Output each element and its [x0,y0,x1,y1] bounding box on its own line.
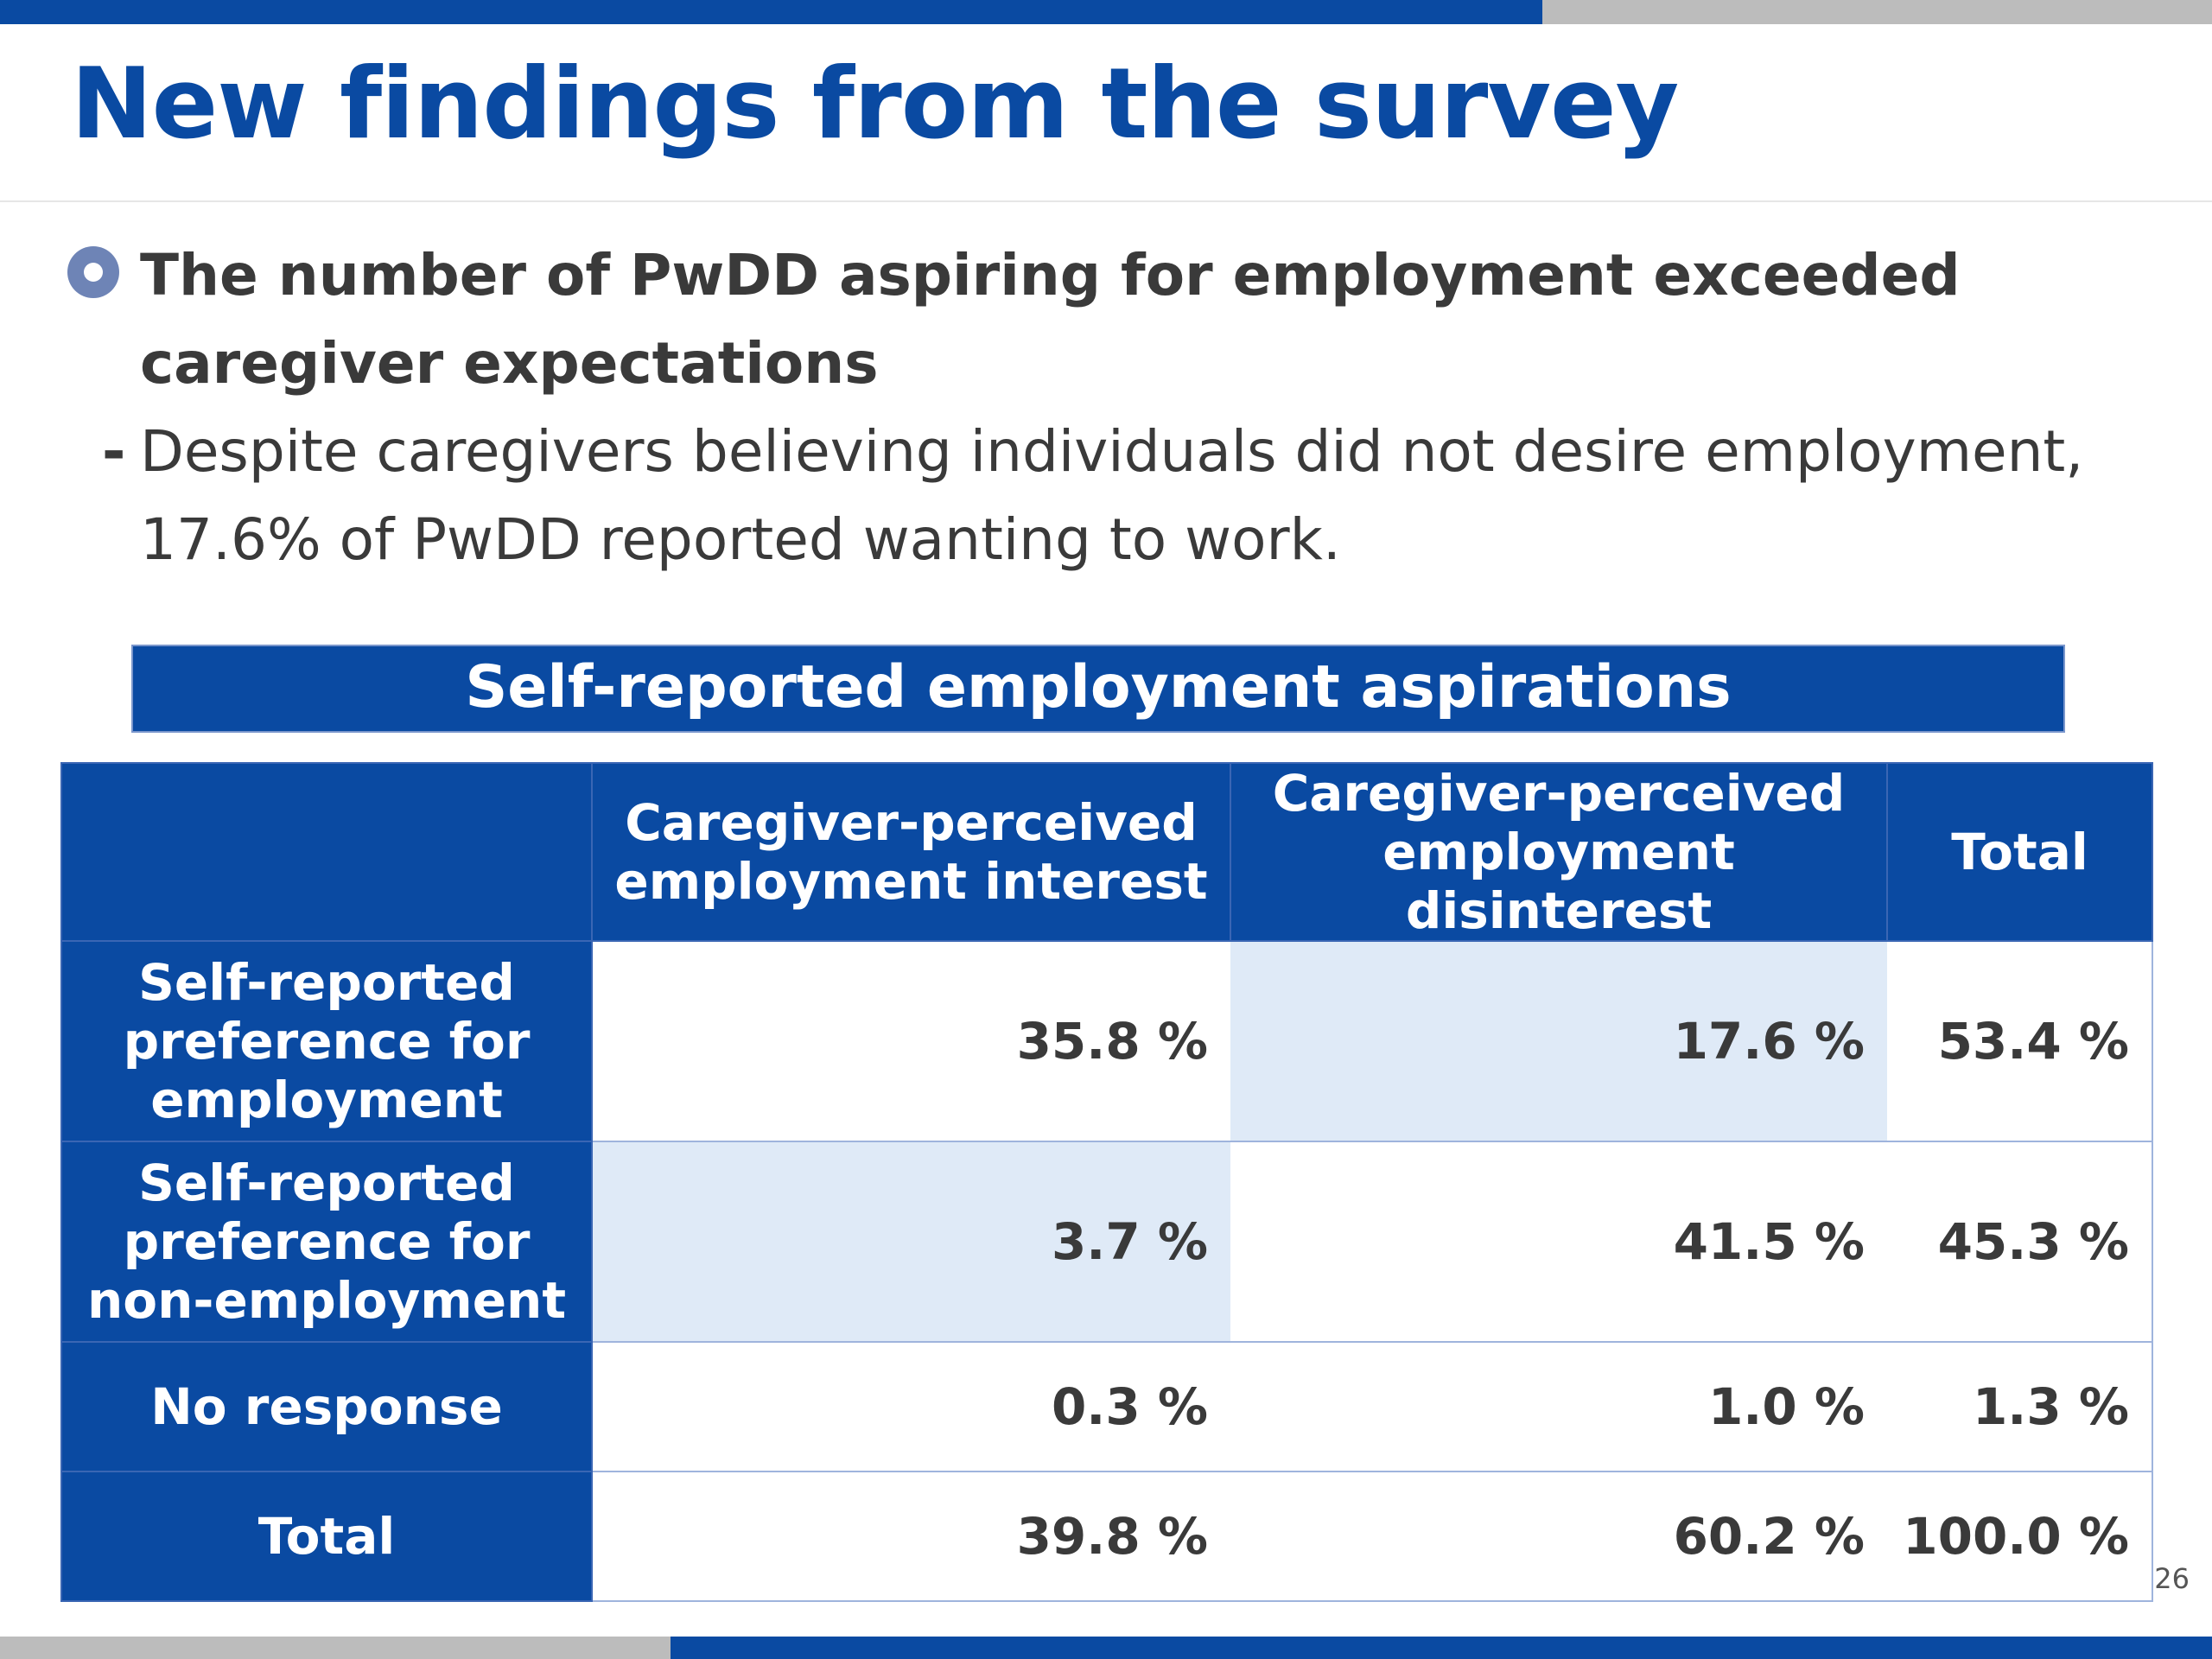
top-accent-bar [0,0,1542,24]
table-caption: Self-reported employment aspirations [131,645,2065,733]
row-label-total: Total [60,1471,593,1602]
cell-value-total: 45.3 % [1887,1141,2153,1343]
cell-value-total: 1.3 % [1887,1341,2153,1472]
header-caregiver-disinterest: Caregiver-perceived employment disintere… [1230,762,1888,942]
cell-value: 60.2 % [1230,1471,1887,1602]
circle-bullet-icon [67,246,119,298]
page-number: 26 [2154,1562,2190,1595]
top-accent-bar-gray [1542,0,2212,24]
table-row: Self-reported preference for employment … [60,940,2153,1142]
row-label-no-response: No response [60,1341,593,1472]
row-label-employment: Self-reported preference for employment [60,940,593,1142]
cell-value-highlighted: 17.6 % [1230,940,1887,1142]
table-header-row: Caregiver-perceived employment interest … [60,762,2153,942]
cell-value: 0.3 % [592,1341,1230,1472]
bullet-text: The number of PwDD aspiring for employme… [140,242,1961,397]
sub-bullet-text: Despite caregivers believing individuals… [140,418,2084,573]
bottom-accent-bar [671,1637,2212,1659]
table-row: Total 39.8 % 60.2 % 100.0 % [60,1471,2153,1602]
row-label-non-employment: Self-reported preference for non-employm… [60,1141,593,1343]
sub-bullet-dash: - [102,418,126,485]
header-caregiver-interest: Caregiver-perceived employment interest [591,762,1231,942]
bottom-accent-bar-gray [0,1637,671,1659]
cell-value: 39.8 % [592,1471,1230,1602]
table-row: No response 0.3 % 1.0 % 1.3 % [60,1341,2153,1472]
table-row: Self-reported preference for non-employm… [60,1141,2153,1343]
cell-value: 41.5 % [1230,1141,1887,1343]
title-divider [0,200,2212,202]
cell-value: 35.8 % [592,940,1230,1142]
cell-value-highlighted: 3.7 % [592,1141,1230,1343]
aspirations-table: Caregiver-perceived employment interest … [60,762,2153,1602]
header-corner-cell [60,762,593,942]
cell-value-total: 100.0 % [1887,1471,2153,1602]
cell-value-total: 53.4 % [1887,940,2153,1142]
header-total: Total [1886,762,2153,942]
page-title: New findings from the survey [71,47,1679,161]
cell-value: 1.0 % [1230,1341,1887,1472]
